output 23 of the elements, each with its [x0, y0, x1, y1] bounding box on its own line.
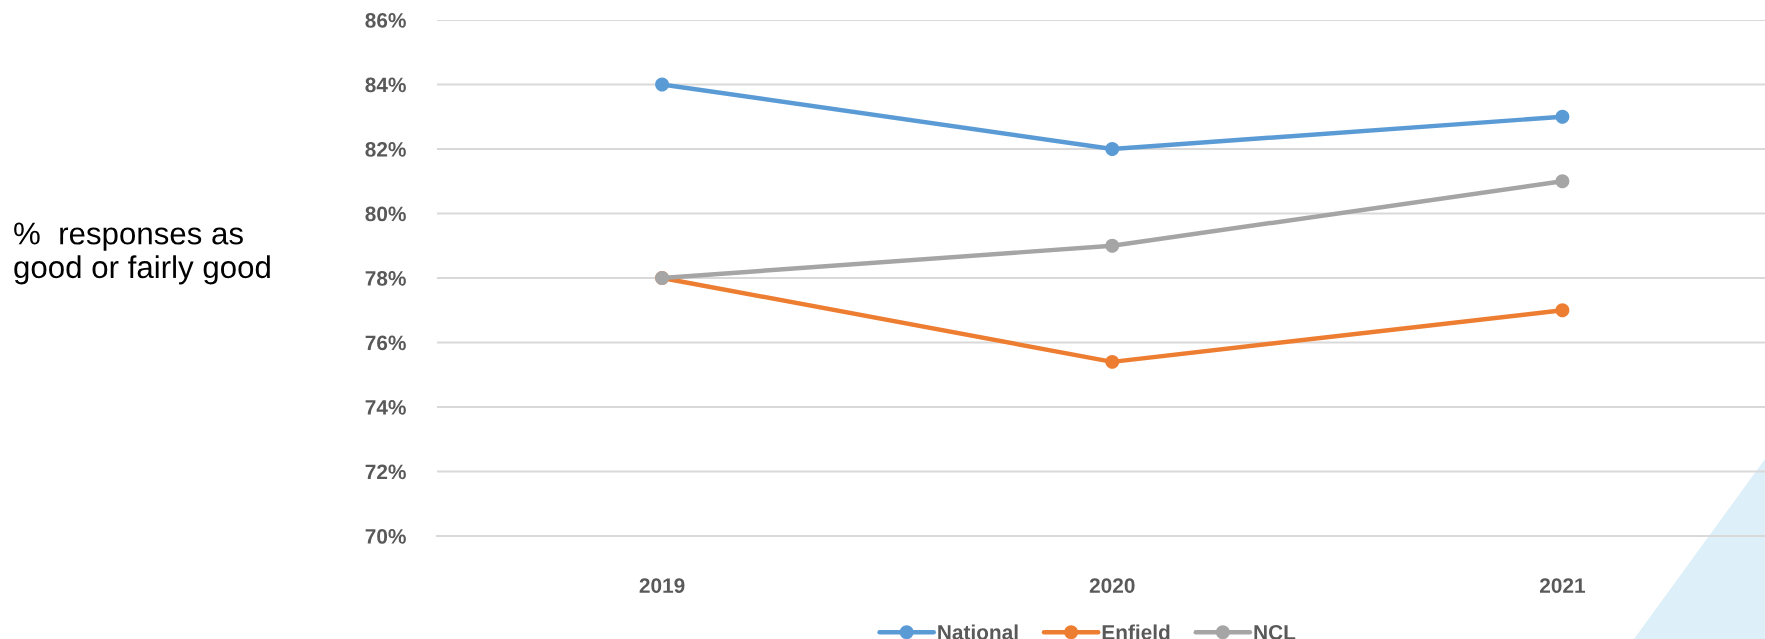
y-tick-label: 84%: [365, 77, 406, 93]
point: [1105, 238, 1120, 253]
y-tick-label: 78%: [365, 271, 406, 286]
point: [1105, 354, 1120, 369]
y-tick-label: 86%: [365, 13, 406, 28]
y-tick-label: 72%: [365, 464, 406, 480]
legend-label: NCL: [1254, 624, 1296, 639]
legend-label: Enfield: [1102, 624, 1170, 639]
y-tick-label: 74%: [365, 400, 406, 415]
point: [655, 77, 670, 92]
x-tick-label: 2020: [1089, 578, 1135, 593]
legend-label: National: [938, 624, 1018, 639]
point: [1555, 174, 1570, 189]
y-tick-label: 80%: [365, 206, 406, 222]
y-tick-label: 76%: [365, 335, 406, 351]
point: [1105, 142, 1120, 156]
y-tick-label: 82%: [365, 142, 406, 157]
x-tick-label: 2021: [1539, 578, 1586, 593]
x-tick-label: 2019: [639, 578, 685, 593]
y-tick-label: 70%: [365, 529, 406, 544]
point: [1555, 303, 1570, 318]
text: % responses as good or fairly good: [14, 222, 270, 285]
point: [1555, 109, 1570, 124]
